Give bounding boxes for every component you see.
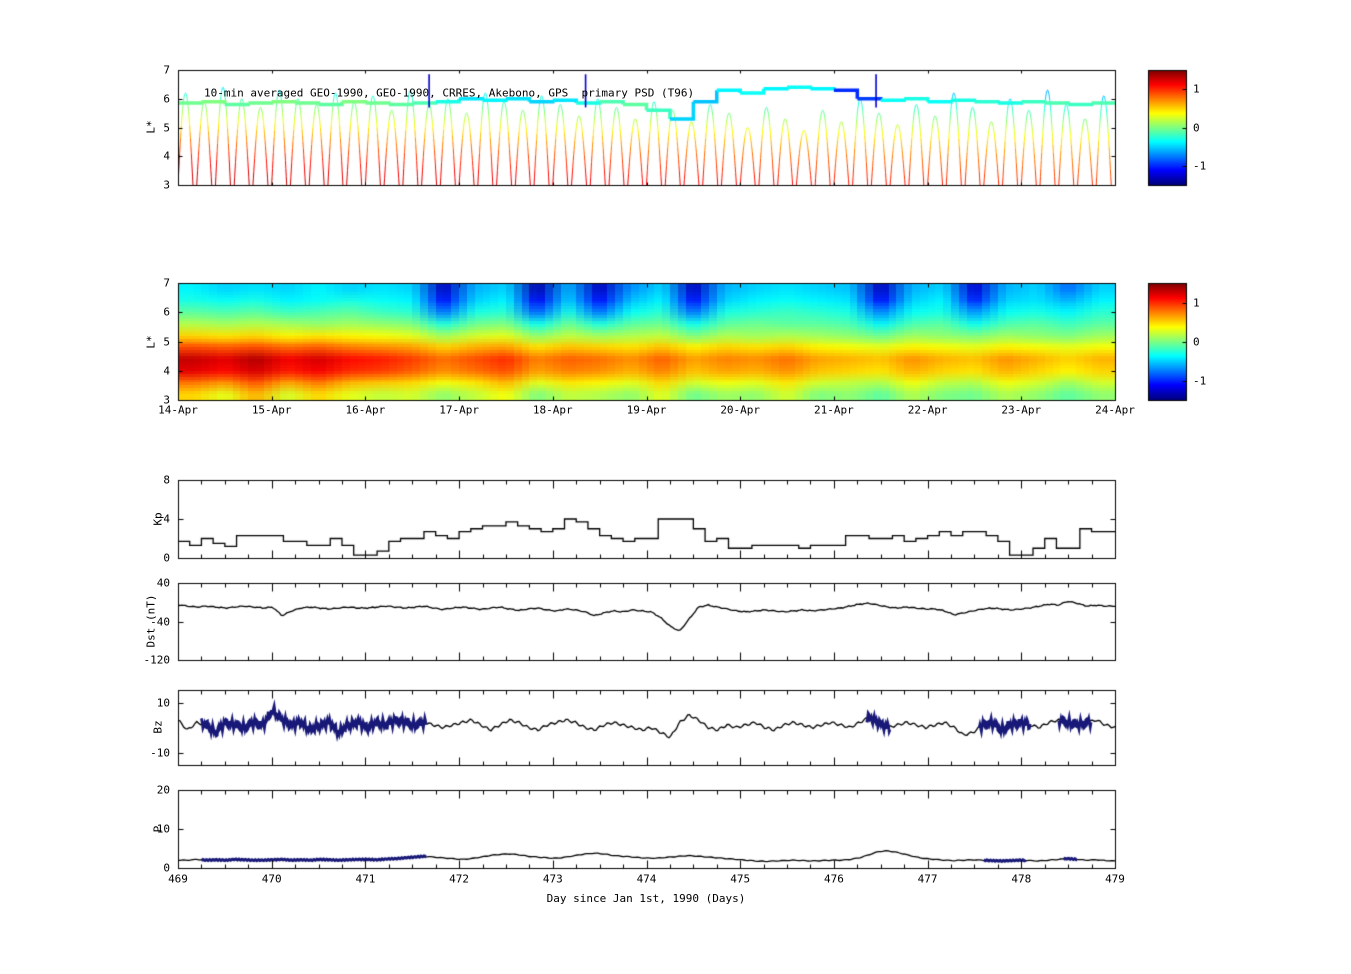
y-tick-label: 10 xyxy=(156,696,170,709)
panel3-ylabel: Kp xyxy=(151,512,165,526)
y-tick-label: -10 xyxy=(150,746,170,759)
colorbar-tick-label: -1 xyxy=(1193,159,1207,173)
colorbar-tick-label: -1 xyxy=(1193,374,1207,387)
x-tick-label: 472 xyxy=(449,872,470,886)
date-tick-label: 24-Apr xyxy=(1095,403,1135,417)
y-tick-label: 4 xyxy=(163,512,170,526)
y-tick-label: 8 xyxy=(163,473,170,487)
date-tick-label: 19-Apr xyxy=(626,403,667,417)
y-tick-label: 10 xyxy=(156,822,170,836)
x-tick-label: 469 xyxy=(168,872,188,886)
y-tick-label: 6 xyxy=(163,305,170,319)
panel2-ylabel: L* xyxy=(144,335,158,349)
y-tick-label: -120 xyxy=(143,653,171,667)
colorbar-tick-label: 0 xyxy=(1193,335,1200,348)
y-tick-label: 4 xyxy=(163,364,170,378)
date-tick-label: 23-Apr xyxy=(1001,403,1042,417)
x-tick-label: 479 xyxy=(1105,872,1125,886)
y-tick-label: 6 xyxy=(163,92,170,106)
colorbar-tick-label: 0 xyxy=(1193,121,1200,134)
y-tick-label: 3 xyxy=(163,178,170,192)
x-tick-label: 478 xyxy=(1011,872,1032,886)
date-tick-label: 18-Apr xyxy=(532,403,573,417)
y-tick-label: -40 xyxy=(150,615,170,628)
y-tick-label: 0 xyxy=(163,861,170,875)
date-tick-label: 21-Apr xyxy=(814,403,854,417)
date-tick-label: 20-Apr xyxy=(720,403,761,417)
date-tick-label: 17-Apr xyxy=(439,403,479,417)
panel5-ylabel: Bz xyxy=(151,720,165,734)
y-tick-label: 5 xyxy=(163,335,170,348)
y-tick-label: 7 xyxy=(163,276,170,290)
x-tick-label: 477 xyxy=(917,872,938,886)
y-tick-label: 20 xyxy=(156,783,170,797)
y-tick-label: 7 xyxy=(163,63,170,77)
y-tick-label: 4 xyxy=(163,149,170,163)
date-tick-label: 15-Apr xyxy=(251,403,292,417)
x-tick-label: 470 xyxy=(261,872,282,886)
panel1-title: 10-min averaged GEO-1990, GEO-1990, CRRE… xyxy=(204,86,695,100)
x-tick-label: 473 xyxy=(542,872,563,886)
date-tick-label: 22-Apr xyxy=(907,403,948,417)
x-tick-label: 475 xyxy=(730,872,751,886)
date-tick-label: 14-Apr xyxy=(158,403,198,417)
y-tick-label: 5 xyxy=(163,121,170,134)
xaxis-label: Day since Jan 1st, 1990 (Days) xyxy=(546,892,746,905)
date-tick-label: 16-Apr xyxy=(345,403,386,417)
x-tick-label: 471 xyxy=(355,872,376,886)
y-tick-label: 0 xyxy=(163,551,170,565)
x-tick-label: 474 xyxy=(636,872,657,886)
y-tick-label: 3 xyxy=(163,393,170,407)
y-tick-label: 40 xyxy=(156,576,170,590)
colorbar-tick-label: 1 xyxy=(1193,296,1200,309)
colorbar-tick-label: 1 xyxy=(1193,82,1200,96)
panel1-ylabel: L* xyxy=(144,120,158,134)
x-tick-label: 476 xyxy=(823,872,844,886)
